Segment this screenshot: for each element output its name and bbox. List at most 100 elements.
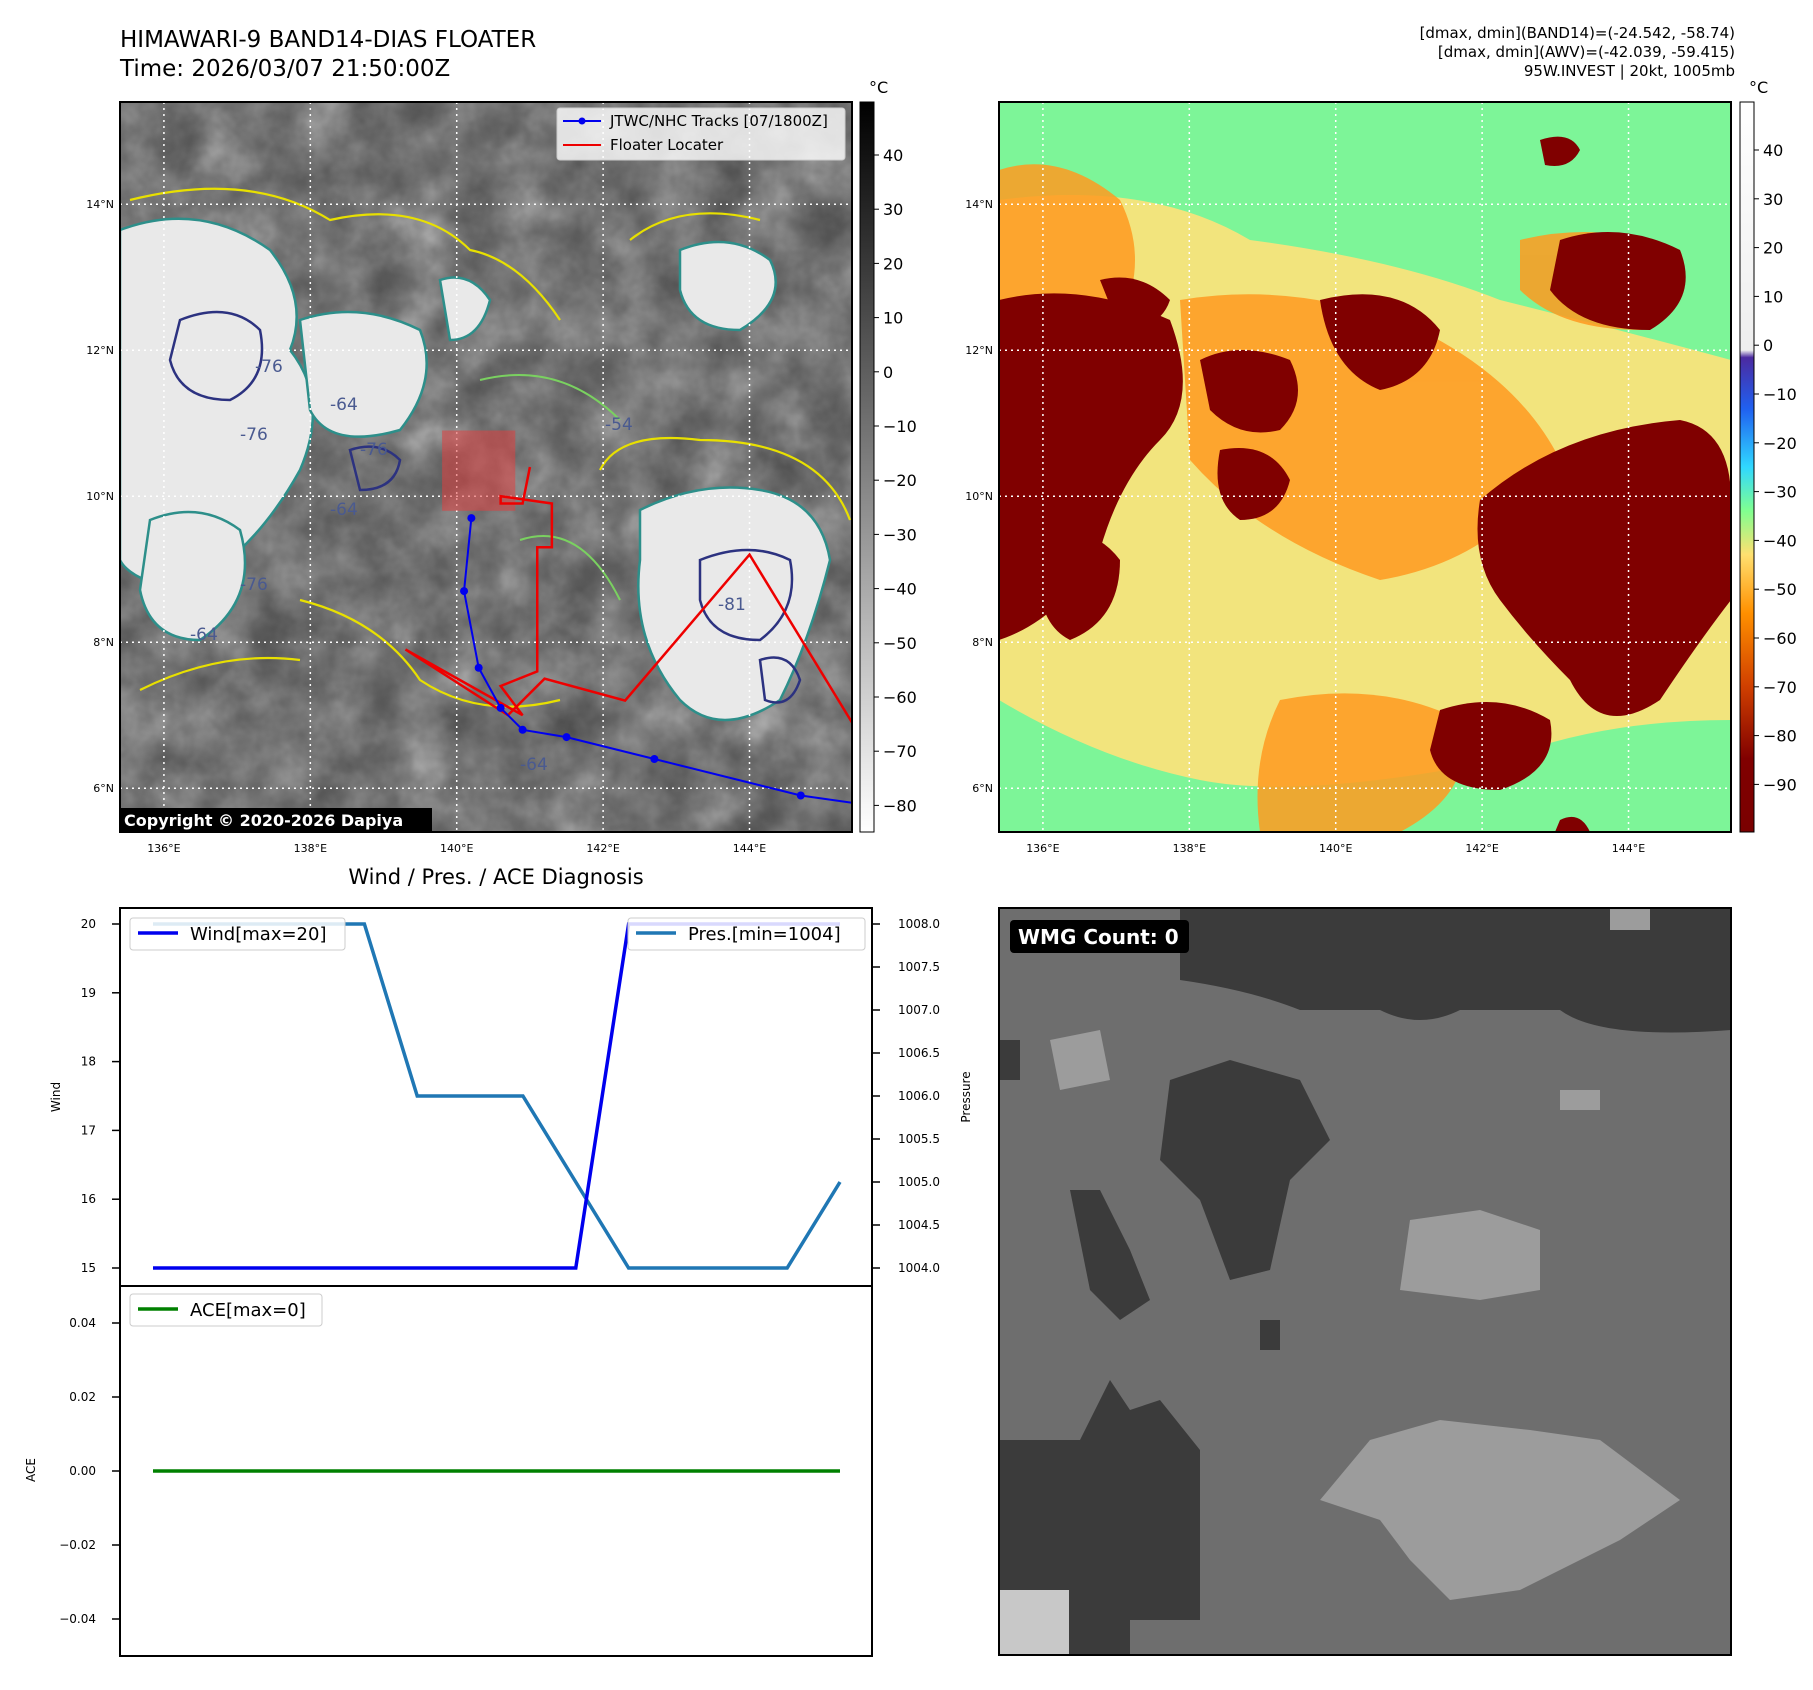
colorbar-tick-label: −70 [883, 742, 917, 761]
lon-tick-label: 144°E [733, 842, 766, 855]
awv-frame [998, 101, 1732, 833]
pressure-tick-label: 1006.5 [898, 1046, 940, 1060]
colorbar-tick-label: −30 [883, 525, 917, 544]
lat-tick-label: 6°N [93, 782, 114, 795]
colorbar-tick-label: −30 [1763, 483, 1797, 502]
ace-legend-label: ACE[max=0] [190, 1300, 306, 1321]
ace-tick-label: −0.04 [59, 1612, 96, 1626]
ace-tick-label: 0.04 [69, 1316, 96, 1330]
track-point [496, 703, 505, 712]
wind-legend-label: Wind[max=20] [190, 924, 327, 945]
track-point [650, 755, 659, 763]
pressure-axis-label: Pressure [959, 1071, 973, 1122]
colorbar-tick-label: 0 [1763, 336, 1773, 355]
colorbar-tick-label: −80 [883, 796, 917, 815]
track-point [460, 587, 469, 596]
colorbar-tick-label: −40 [1763, 531, 1797, 550]
colorbar-tick-label: 20 [1763, 239, 1783, 258]
awv-gridlines [999, 102, 1731, 832]
colorbar-tick-label: −10 [1763, 385, 1797, 404]
colorbar-tick-label: −60 [1763, 629, 1797, 648]
contour-label: -81 [718, 595, 746, 615]
contour-label: -64 [520, 755, 548, 775]
wmg-count-badge [1010, 920, 1189, 953]
lat-tick-label: 10°N [86, 490, 114, 503]
legend-track-label: JTWC/NHC Tracks [07/1800Z] [609, 112, 828, 130]
colorbar-tick-label: 10 [883, 309, 903, 328]
colorbar-tick-label: 40 [1763, 141, 1783, 160]
wmg-field [999, 908, 1731, 1655]
colorbar-tick-label: −80 [1763, 727, 1797, 746]
wind-axis-label: Wind [49, 1082, 63, 1112]
wind-legend: Wind[max=20] [129, 917, 346, 951]
band14-legend: JTWC/NHC Tracks [07/1800Z] Floater Locat… [556, 107, 846, 161]
lon-tick-label: 142°E [586, 842, 619, 855]
lon-tick-label: 136°E [1026, 842, 1059, 855]
pressure-tick-label: 1007.0 [898, 1003, 940, 1017]
band14-cloud-field: -76 -64 -76 -76 -64 -64 -54 -64 -81 -76 [120, 187, 852, 775]
ace-axis-label: ACE [24, 1458, 38, 1482]
colorbar-tick-label: 20 [883, 254, 903, 273]
contour-label: -76 [240, 425, 268, 445]
ace-tick-label: −0.02 [59, 1538, 96, 1552]
pressure-tick-label: 1005.0 [898, 1175, 940, 1189]
wind-tick-label: 20 [81, 917, 96, 931]
ace-tick-label: 0.00 [69, 1464, 96, 1478]
wind-pressure-chart: 15 16 17 18 19 20 1004.0 1004.5 1005.0 1005.5 100… [49, 907, 973, 1287]
meta-storm: 95W.INVEST | 20kt, 1005mb [1523, 62, 1735, 80]
lat-tick-label: 6°N [972, 782, 993, 795]
lon-tick-label: 144°E [1612, 842, 1645, 855]
floater-box [442, 430, 516, 511]
colorbar-tick-label: −40 [883, 580, 917, 599]
band14-colorbar [859, 101, 875, 833]
wmg-panel: WMG Count: 0 [998, 907, 1747, 1656]
lon-tick-label: 142°E [1465, 842, 1498, 855]
lat-tick-label: 14°N [86, 198, 114, 211]
colorbar-tick-label: −50 [1763, 580, 1797, 599]
pressure-tick-label: 1004.5 [898, 1218, 940, 1232]
diagnosis-title: Wind / Pres. / ACE Diagnosis [348, 865, 643, 889]
meta-band14: [dmax, dmin](BAND14)=(-24.542, -58.74) [1419, 24, 1735, 42]
colorbar-tick-label: 10 [1763, 287, 1783, 306]
figure-time: Time: 2026/03/07 21:50:00Z [120, 56, 451, 82]
figure-title: HIMAWARI-9 BAND14-DIAS FLOATER [120, 27, 537, 53]
lat-tick-label: 12°N [965, 344, 993, 357]
colorbar-tick-label: −50 [883, 634, 917, 653]
track-point [467, 514, 476, 523]
pressure-tick-label: 1005.5 [898, 1132, 940, 1146]
jtwc-track-points [460, 514, 805, 800]
copyright-text: Copyright © 2020-2026 Dapiya [124, 811, 403, 830]
colorbar-tick-label: −20 [1763, 434, 1797, 453]
colorbar-tick-label: 30 [883, 200, 903, 219]
track-point [474, 663, 483, 672]
wind-tick-label: 17 [81, 1123, 96, 1137]
ace-tick-label: 0.02 [69, 1390, 96, 1404]
wind-tick-label: 16 [81, 1192, 96, 1206]
wind-tick-label: 15 [81, 1261, 96, 1275]
pressure-tick-label: 1004.0 [898, 1261, 940, 1275]
colorbar-tick-label: −90 [1763, 775, 1797, 794]
pressure-legend: Pres.[min=1004] [627, 917, 866, 951]
band14-frame [119, 101, 853, 833]
contour-label: -64 [190, 625, 218, 645]
awv-moisture-field [999, 136, 1731, 832]
colorbar-tick-label: −60 [883, 688, 917, 707]
floater-locater-line [404, 466, 852, 724]
colorbar-tick-label: 40 [883, 146, 903, 165]
lat-tick-label: 12°N [86, 344, 114, 357]
band14-colorbar-unit: °C [869, 78, 888, 97]
lon-tick-label: 140°E [1319, 842, 1352, 855]
meta-awv: [dmax, dmin](AWV)=(-42.039, -59.415) [1437, 43, 1735, 61]
awv-colorbar [1739, 101, 1755, 833]
lat-tick-label: 8°N [972, 636, 993, 649]
wmg-count-text: WMG Count: 0 [1018, 925, 1179, 949]
awv-map: °C 40 30 20 10 0 −10 −20 −30 −40 −50 −60 −70 −80 −90 [998, 78, 1797, 833]
contour-label: -76 [240, 575, 268, 595]
awv-colorbar-unit: °C [1749, 78, 1768, 97]
legend-locater-label: Floater Locater [610, 136, 724, 154]
pressure-legend-label: Pres.[min=1004] [688, 924, 841, 945]
colorbar-tick-label: 0 [883, 363, 893, 382]
copyright-badge [120, 808, 432, 832]
wind-tick-label: 18 [81, 1055, 96, 1069]
